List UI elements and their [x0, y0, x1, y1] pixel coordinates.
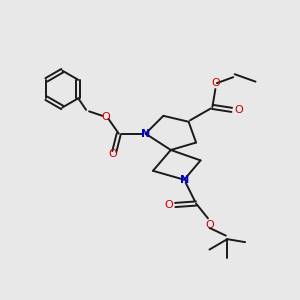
Text: N: N — [141, 129, 150, 139]
Text: O: O — [205, 220, 214, 230]
Text: O: O — [164, 200, 173, 210]
Text: O: O — [234, 105, 243, 115]
Text: O: O — [101, 112, 110, 122]
Text: O: O — [109, 149, 117, 160]
Text: O: O — [211, 78, 220, 88]
Text: N: N — [180, 175, 189, 185]
